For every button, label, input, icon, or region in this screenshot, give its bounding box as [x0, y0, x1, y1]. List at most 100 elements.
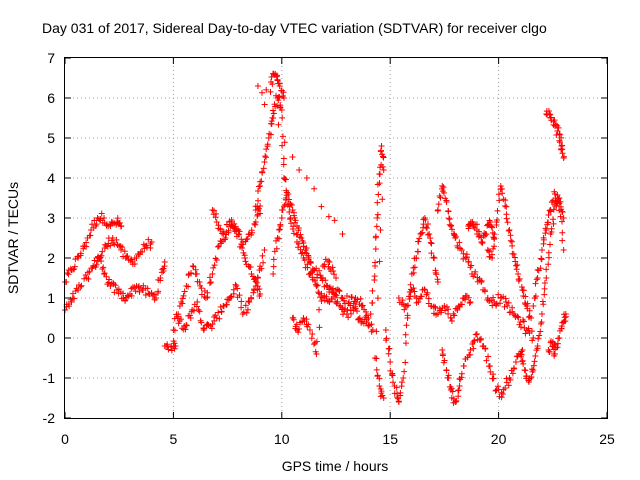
data-point	[434, 279, 441, 285]
data-point	[399, 297, 406, 304]
data-point	[528, 366, 535, 373]
data-point	[171, 327, 178, 334]
data-point	[423, 224, 430, 231]
data-point	[373, 328, 380, 335]
data-point	[171, 340, 178, 347]
data-point	[274, 102, 281, 109]
data-point	[559, 208, 566, 215]
data-point	[206, 280, 213, 287]
data-point	[512, 262, 519, 269]
data-point	[107, 242, 114, 249]
data-point	[240, 309, 247, 316]
data-point	[442, 307, 449, 314]
data-point	[323, 282, 330, 289]
data-point	[380, 395, 387, 401]
data-point	[374, 199, 381, 206]
data-point	[389, 370, 396, 377]
data-point	[297, 246, 304, 253]
data-point	[242, 258, 249, 265]
data-point	[432, 269, 439, 276]
data-point	[494, 207, 501, 214]
data-point	[460, 363, 467, 369]
data-point	[481, 287, 488, 294]
data-point	[554, 127, 561, 134]
data-point	[478, 277, 485, 284]
data-point	[448, 222, 455, 229]
data-point	[98, 252, 105, 259]
data-point	[395, 295, 402, 301]
data-point	[114, 215, 121, 222]
data-point	[497, 300, 504, 307]
data-point	[290, 316, 297, 323]
data-point	[514, 262, 521, 269]
data-point	[218, 238, 225, 245]
data-point	[511, 365, 518, 372]
data-point	[258, 178, 265, 185]
data-point	[492, 387, 499, 394]
data-point	[107, 283, 114, 289]
data-point	[200, 327, 207, 333]
data-point	[441, 189, 448, 196]
data-point	[519, 347, 526, 353]
data-point	[506, 227, 513, 233]
data-point	[468, 262, 475, 269]
data-point	[520, 318, 527, 325]
data-point	[377, 226, 384, 233]
data-point	[428, 240, 435, 247]
data-point	[283, 196, 290, 203]
y-tick-label: 6	[47, 90, 55, 106]
data-point	[244, 306, 251, 313]
data-point	[467, 347, 474, 353]
data-point	[270, 107, 277, 114]
data-point	[552, 195, 559, 202]
data-point	[212, 214, 219, 221]
data-point	[541, 291, 548, 298]
data-point	[488, 223, 495, 230]
data-point	[244, 235, 251, 242]
data-point	[496, 197, 503, 204]
data-point	[483, 231, 490, 238]
data-point	[348, 310, 355, 317]
chart-title: Day 031 of 2017, Sidereal Day-to-day VTE…	[42, 20, 547, 36]
data-point	[465, 258, 472, 265]
chart-ticks: 0 5 10 15 20 25 -2 -1 0 1 2 3 4 5 6 7	[43, 50, 615, 447]
data-point	[434, 311, 441, 317]
x-axis-label: GPS time / hours	[282, 458, 389, 474]
data-point	[421, 287, 428, 293]
data-point	[538, 247, 545, 253]
data-point	[426, 231, 433, 237]
data-point	[448, 226, 455, 233]
data-point	[479, 239, 486, 246]
data-point	[238, 304, 245, 311]
data-point	[239, 245, 246, 252]
data-point	[489, 224, 496, 231]
data-point	[427, 239, 434, 246]
data-point	[556, 131, 563, 138]
data-point	[257, 291, 264, 297]
data-point	[213, 315, 220, 321]
data-point	[541, 285, 548, 292]
data-point	[509, 304, 516, 311]
data-point	[223, 301, 230, 308]
data-point	[267, 131, 274, 138]
data-point	[262, 153, 269, 160]
data-point	[343, 293, 350, 300]
data-point	[440, 184, 447, 191]
data-point	[334, 298, 341, 305]
data-point	[437, 194, 444, 201]
data-point	[253, 279, 260, 286]
data-point	[204, 289, 211, 296]
data-point	[291, 212, 298, 219]
data-point	[358, 319, 365, 326]
data-point	[490, 294, 497, 301]
data-point	[98, 258, 105, 265]
data-point	[87, 232, 94, 239]
data-point	[492, 301, 499, 308]
data-point	[549, 216, 556, 223]
data-point	[491, 243, 498, 250]
data-point	[254, 203, 261, 210]
data-point	[401, 306, 408, 313]
data-point	[512, 258, 519, 265]
data-point	[385, 350, 392, 357]
data-point	[257, 210, 264, 217]
